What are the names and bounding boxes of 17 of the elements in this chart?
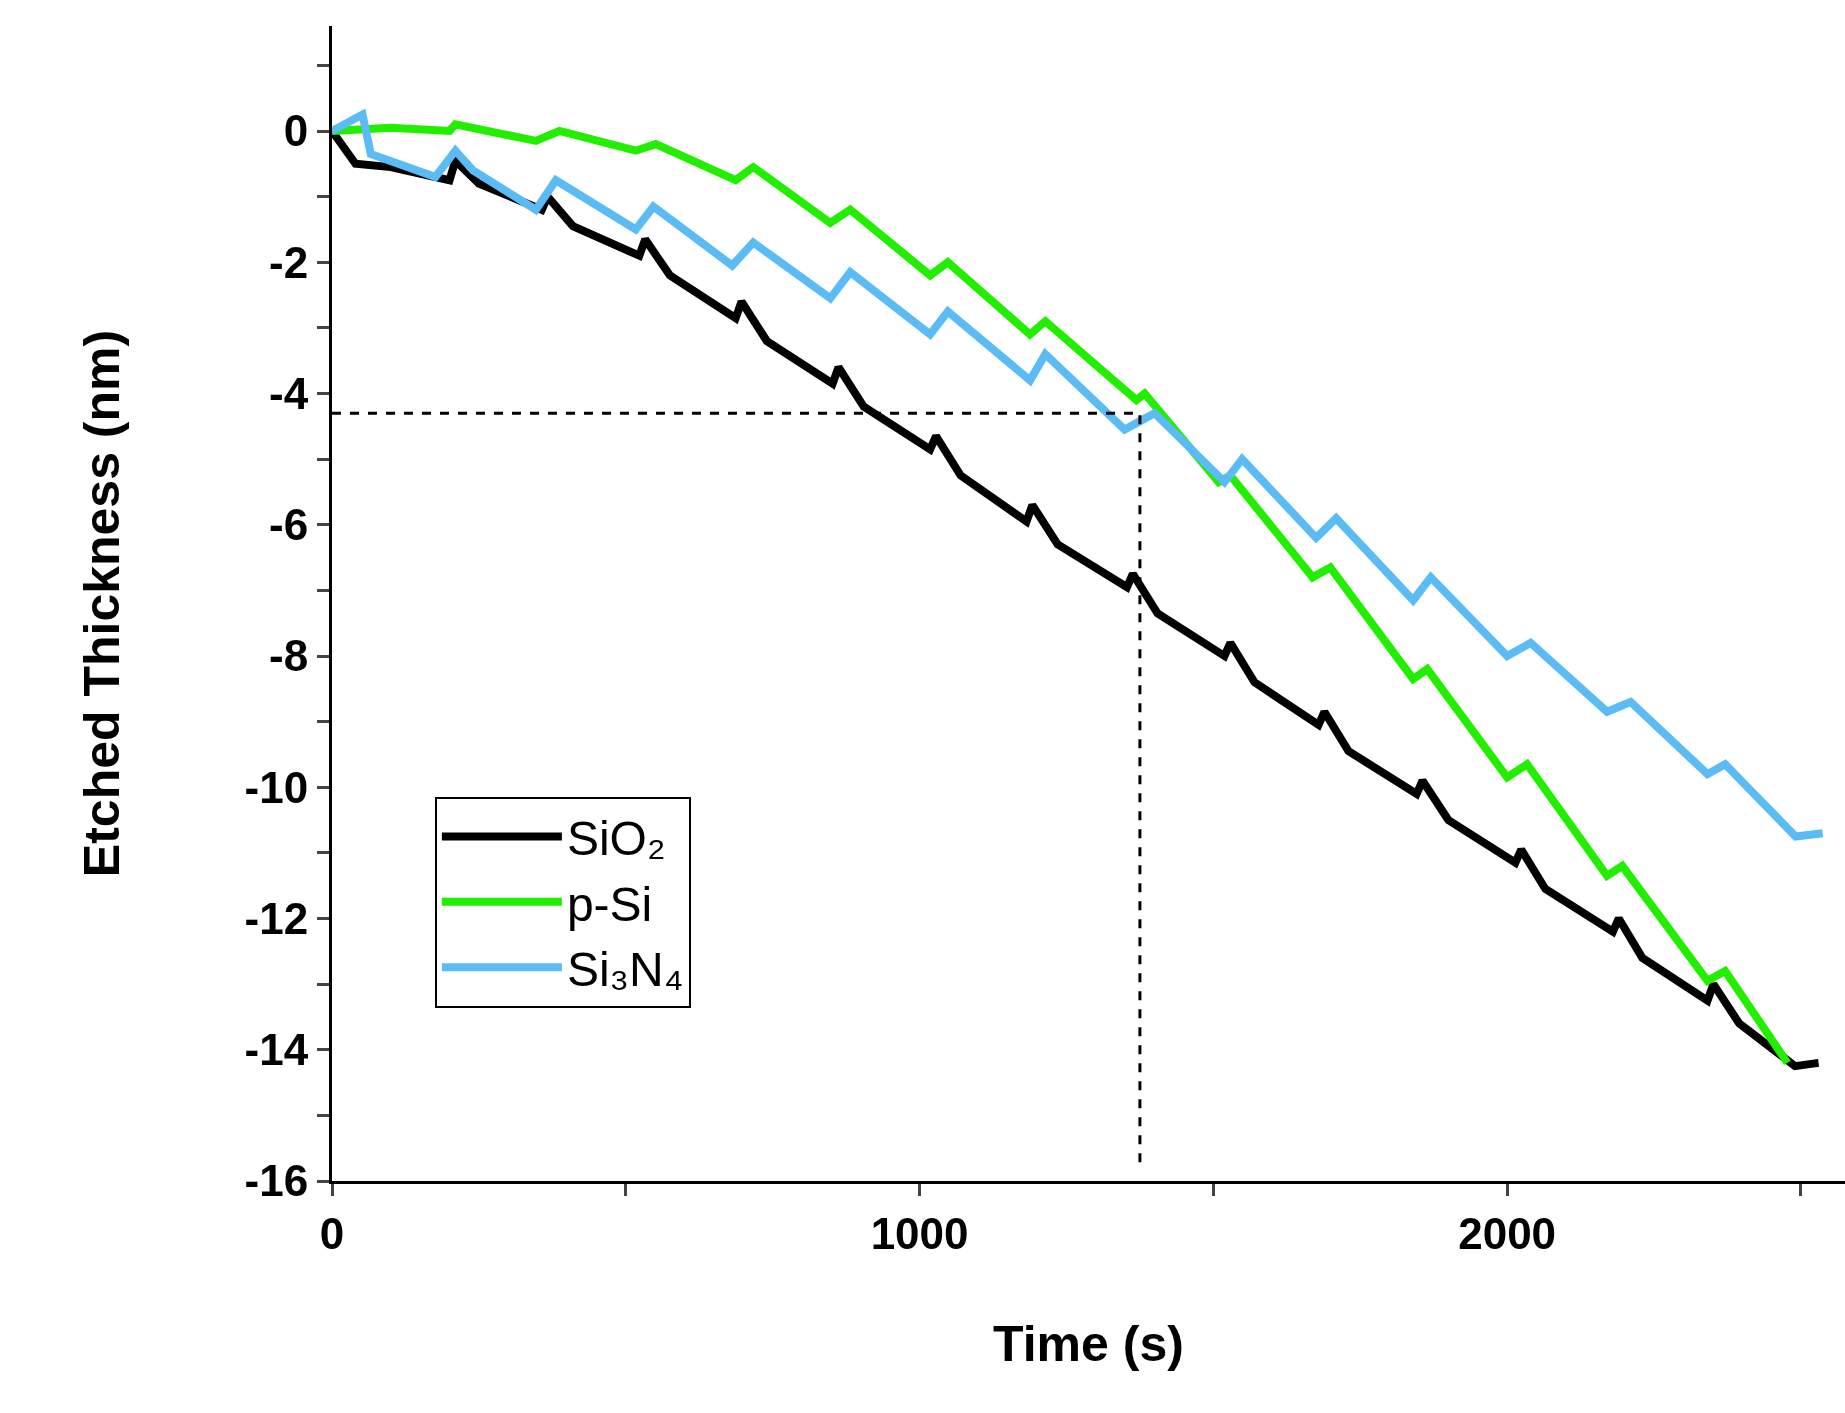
y-axis-title: Etched Thickness (nm)	[73, 329, 130, 878]
y-tick-label: -8	[269, 631, 309, 681]
y-tick-label: -14	[244, 1025, 309, 1075]
y-tick-label: -2	[269, 237, 309, 287]
y-tick-label: -16	[244, 1156, 309, 1206]
x-axis-title: Time (s)	[993, 1316, 1184, 1373]
legend-label: p-Si	[566, 877, 653, 931]
y-tick-label: -4	[269, 368, 309, 418]
y-tick-label: -12	[244, 893, 309, 943]
x-tick-label: 1000	[870, 1208, 969, 1258]
x-tick-label: 2000	[1458, 1208, 1557, 1258]
x-tick-label: 0	[319, 1208, 345, 1258]
y-tick-label: -10	[244, 762, 309, 812]
legend-label: Si₃N₄	[566, 942, 684, 996]
legend-label: SiO₂	[566, 812, 666, 866]
y-tick-label: -6	[269, 500, 309, 550]
y-tick-label: 0	[283, 106, 309, 156]
